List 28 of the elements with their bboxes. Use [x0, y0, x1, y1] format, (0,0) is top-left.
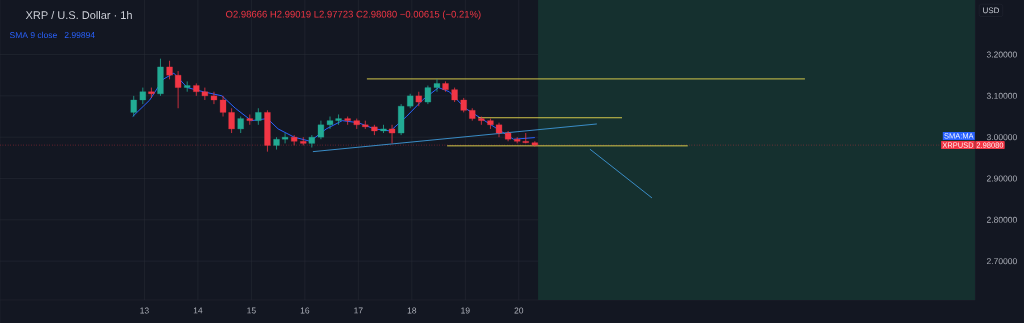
- y-tick-label: 3.00000: [986, 134, 1017, 141]
- candlestick: [184, 80, 191, 93]
- y-tick-label: 2.90000: [986, 175, 1017, 182]
- x-tick-label: 17: [354, 307, 363, 314]
- candlestick: [166, 60, 173, 80]
- x-tick-label: 20: [514, 307, 524, 314]
- y-axis-title: USD: [983, 7, 1000, 14]
- text: XRP / U.S. Dollar · 1h: [25, 10, 132, 20]
- candlestick: [388, 124, 396, 144]
- x-tick-label: 13: [140, 307, 149, 314]
- x-tick-label: 14: [193, 307, 203, 314]
- x-tick-label: 18: [407, 307, 417, 314]
- text: O2.98666 H2.99019 L2.97723 C2.98080 −0.00615 (−0.21%): [226, 10, 481, 20]
- candlestick: [130, 95, 137, 117]
- candlestick: [246, 114, 253, 126]
- x-tick-label: 16: [300, 307, 310, 314]
- x-tick-label: 15: [247, 307, 256, 314]
- candlestick: [424, 85, 431, 105]
- y-tick-label: 2.80000: [986, 216, 1017, 223]
- y-tick-label: 3.10000: [986, 92, 1017, 99]
- candlestick: [433, 78, 441, 93]
- x-tick-label: 19: [461, 307, 470, 314]
- annotation: 2.99894: [64, 31, 95, 38]
- y-tick-label: 2.70000: [986, 258, 1017, 265]
- candlestick: [317, 120, 324, 140]
- text: SMA 9 close: [9, 31, 57, 39]
- y-tick-label: 3.20000: [986, 51, 1017, 58]
- candlestick: [175, 70, 182, 109]
